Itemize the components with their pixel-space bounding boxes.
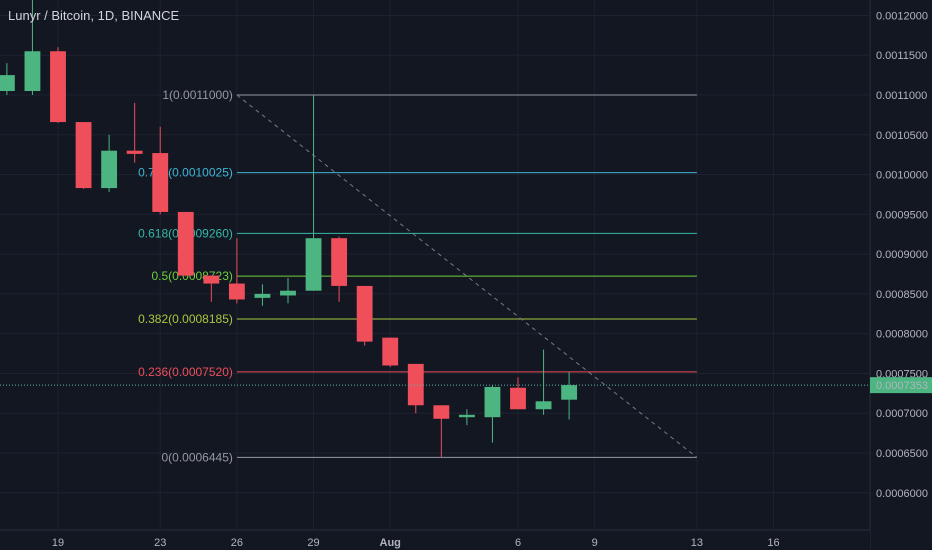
candle	[75, 122, 92, 189]
y-axis-panel[interactable]	[870, 0, 932, 550]
candle	[484, 385, 501, 443]
candle-body	[0, 75, 15, 92]
candle	[382, 337, 399, 368]
candle-body	[50, 51, 66, 123]
y-tick-label: 0.0009500	[876, 209, 928, 221]
y-tick-label: 0.0010000	[876, 170, 928, 182]
x-tick-label: 26	[231, 537, 243, 549]
candle-body	[458, 414, 475, 418]
candle	[228, 238, 245, 304]
candle	[50, 47, 66, 123]
x-tick-label: 16	[767, 537, 779, 549]
candle-body	[331, 238, 348, 286]
candle-body	[356, 285, 373, 342]
candle-body	[407, 363, 424, 406]
candle-body	[101, 150, 118, 189]
candle-body	[280, 290, 296, 296]
candle-body	[24, 51, 41, 92]
y-tick-label: 0.0007000	[876, 408, 928, 420]
fib-level-label: 0(0.0006445)	[161, 450, 232, 464]
candle-body	[203, 275, 220, 284]
candle-body	[75, 122, 92, 189]
candle	[561, 371, 578, 420]
y-tick-label: 0.0009000	[876, 249, 928, 261]
last-price-badge-label: 0.0007353	[876, 380, 928, 392]
fib-level-label: 0.382(0.0008185)	[138, 312, 233, 326]
candle-body	[177, 211, 194, 276]
candle	[203, 275, 220, 302]
candles	[0, 0, 578, 457]
last-price-badge: 0.0007353	[870, 377, 932, 394]
x-tick-label: 19	[52, 537, 64, 549]
candle	[510, 377, 526, 410]
last-price-badge-bg	[870, 377, 932, 394]
candle	[152, 126, 169, 215]
candle-body	[535, 401, 552, 410]
x-tick-label: 6	[515, 537, 521, 549]
candle	[101, 134, 118, 193]
candle	[331, 236, 348, 302]
candle	[126, 102, 143, 163]
y-tick-label: 0.0011500	[876, 50, 927, 62]
y-tick-label: 0.0006000	[876, 488, 928, 500]
candle	[24, 0, 41, 95]
candle-body	[126, 150, 143, 154]
candle	[535, 349, 552, 415]
x-tick-label: Aug	[380, 537, 401, 549]
candle-body	[510, 387, 526, 410]
candle	[254, 284, 271, 306]
candle	[458, 409, 475, 426]
candle-body	[561, 385, 578, 400]
y-tick-label: 0.0006500	[876, 448, 928, 460]
candle-body	[382, 337, 399, 366]
candle	[0, 63, 15, 95]
y-tick-label: 0.0008000	[876, 329, 928, 341]
candle-body	[433, 405, 450, 419]
x-axis-panel[interactable]	[0, 530, 870, 550]
candle-body	[152, 153, 169, 212]
y-tick-label: 0.0011000	[876, 90, 927, 102]
fib-level-label: 1(0.0011000)	[162, 88, 233, 102]
x-tick-label: 9	[592, 537, 598, 549]
candle	[280, 277, 296, 304]
candle	[356, 285, 373, 346]
candle	[407, 363, 424, 414]
x-tick-label: 13	[691, 537, 703, 549]
candle-body	[228, 283, 245, 300]
x-tick-label: 29	[307, 537, 319, 549]
candle-body	[305, 238, 322, 291]
candle	[177, 211, 194, 277]
y-tick-label: 0.0012000	[876, 10, 928, 22]
y-tick-label: 0.0008500	[876, 289, 928, 301]
chart-title: Lunyr / Bitcoin, 1D, BINANCE	[8, 8, 180, 23]
candle	[433, 405, 450, 457]
y-tick-label: 0.0010500	[876, 130, 928, 142]
candle	[305, 95, 322, 291]
x-tick-label: 23	[154, 537, 166, 549]
candle-body	[484, 386, 501, 418]
fib-level-label: 0.236(0.0007520)	[138, 365, 233, 379]
candle-body	[254, 293, 271, 298]
